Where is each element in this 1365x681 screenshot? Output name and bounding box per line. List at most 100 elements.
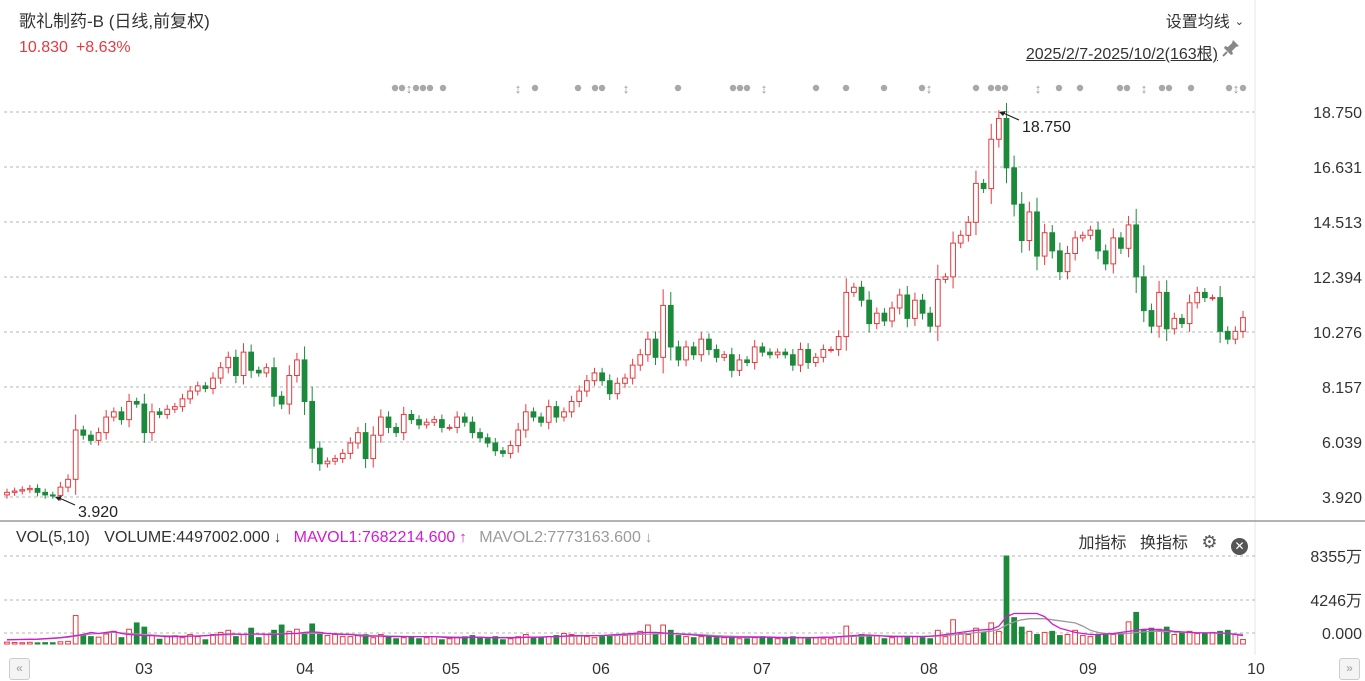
- candle[interactable]: [950, 231, 956, 289]
- volume-bar[interactable]: [1087, 636, 1094, 645]
- volume-bar[interactable]: [1163, 626, 1170, 645]
- volume-bar[interactable]: [767, 637, 773, 645]
- candle[interactable]: [1057, 242, 1063, 280]
- volume-bar[interactable]: [286, 630, 293, 645]
- candle[interactable]: [1171, 312, 1178, 335]
- candle[interactable]: [645, 332, 651, 362]
- candle[interactable]: [789, 349, 796, 371]
- candle[interactable]: [1102, 244, 1109, 271]
- candle[interactable]: [812, 352, 819, 367]
- volume-bar[interactable]: [751, 637, 758, 645]
- volume-bar[interactable]: [309, 623, 316, 645]
- event-marker[interactable]: ↕: [926, 81, 933, 96]
- volume-bar[interactable]: [1201, 632, 1208, 645]
- candle[interactable]: [767, 348, 773, 359]
- volume-bar[interactable]: [271, 629, 277, 645]
- volume-bar[interactable]: [332, 634, 338, 645]
- volume-bar[interactable]: [744, 638, 750, 645]
- volume-bar[interactable]: [57, 641, 64, 645]
- volume-bar[interactable]: [179, 637, 186, 645]
- event-marker[interactable]: [674, 84, 682, 92]
- switch-indicator-button[interactable]: 换指标: [1139, 535, 1188, 552]
- volume-bar[interactable]: [538, 637, 544, 645]
- candle[interactable]: [393, 423, 399, 438]
- volume-bar[interactable]: [507, 638, 514, 645]
- event-marker[interactable]: [972, 84, 980, 92]
- volume-bar[interactable]: [42, 642, 49, 645]
- candle[interactable]: [660, 289, 667, 374]
- candle[interactable]: [461, 412, 468, 427]
- candle[interactable]: [637, 349, 644, 371]
- volume-bar[interactable]: [355, 635, 361, 645]
- candle[interactable]: [1064, 245, 1071, 280]
- volume-bar[interactable]: [1026, 630, 1033, 645]
- candles[interactable]: [4, 103, 1246, 501]
- candle[interactable]: [1079, 231, 1086, 242]
- candle[interactable]: [294, 352, 300, 383]
- volume-bar[interactable]: [240, 634, 247, 645]
- volume-bar[interactable]: [995, 630, 1002, 645]
- volume-bar[interactable]: [1049, 630, 1056, 645]
- candle[interactable]: [126, 393, 132, 428]
- event-marker[interactable]: [1187, 84, 1195, 92]
- event-marker[interactable]: [918, 84, 926, 92]
- candle[interactable]: [759, 342, 766, 357]
- candle[interactable]: [469, 416, 476, 439]
- volume-bar[interactable]: [255, 637, 262, 645]
- candle[interactable]: [118, 406, 125, 425]
- volume-bar[interactable]: [126, 628, 132, 645]
- volume-bar[interactable]: [1232, 634, 1239, 645]
- event-marker[interactable]: [987, 84, 995, 92]
- volume-bar[interactable]: [965, 634, 972, 645]
- candle[interactable]: [95, 427, 102, 446]
- volume-bar[interactable]: [1003, 555, 1010, 645]
- candle[interactable]: [370, 426, 377, 468]
- candle[interactable]: [713, 344, 720, 363]
- candle[interactable]: [683, 340, 689, 367]
- event-marker[interactable]: [1165, 84, 1173, 92]
- volume-bar[interactable]: [110, 630, 117, 645]
- event-marker[interactable]: [1225, 84, 1233, 92]
- volume-bar[interactable]: [248, 627, 255, 645]
- candle[interactable]: [721, 350, 728, 362]
- candle[interactable]: [210, 372, 216, 395]
- candle[interactable]: [1224, 326, 1231, 345]
- candle[interactable]: [492, 437, 499, 456]
- candle[interactable]: [591, 367, 598, 386]
- volume-bar[interactable]: [477, 637, 483, 645]
- candle[interactable]: [271, 357, 277, 407]
- candle[interactable]: [1163, 280, 1170, 341]
- candle[interactable]: [934, 264, 941, 341]
- candle[interactable]: [1110, 228, 1117, 274]
- volume-bar[interactable]: [1110, 634, 1117, 645]
- candle[interactable]: [515, 423, 522, 453]
- candle[interactable]: [851, 282, 857, 297]
- event-markers[interactable]: ↕ ↕ ↕ ↕ ↕ ↕ ↕ ↕: [391, 81, 1247, 96]
- scroll-left-icon[interactable]: «: [9, 658, 30, 680]
- volume-bar[interactable]: [721, 637, 728, 645]
- volume-bar[interactable]: [454, 637, 461, 645]
- candle[interactable]: [820, 344, 827, 363]
- volume-bar[interactable]: [294, 628, 300, 645]
- candle[interactable]: [309, 386, 316, 463]
- vol-indicator-name[interactable]: VOL(5,10): [16, 529, 90, 546]
- volume-bar[interactable]: [957, 632, 964, 645]
- volume-bar[interactable]: [408, 636, 415, 645]
- volume-bar[interactable]: [515, 636, 522, 645]
- candle[interactable]: [1232, 326, 1239, 345]
- volume-bar[interactable]: [698, 636, 705, 645]
- candle[interactable]: [202, 382, 209, 393]
- volume-bar[interactable]: [873, 635, 880, 645]
- volume-bar[interactable]: [339, 636, 346, 645]
- candle[interactable]: [149, 403, 155, 441]
- volume-bar[interactable]: [423, 637, 430, 645]
- candle[interactable]: [698, 332, 705, 362]
- volume-bar[interactable]: [789, 636, 796, 645]
- event-marker[interactable]: [412, 84, 420, 92]
- volume-bar[interactable]: [1171, 634, 1178, 645]
- volume-bar[interactable]: [362, 634, 369, 645]
- candle[interactable]: [477, 428, 483, 443]
- event-marker[interactable]: [842, 84, 850, 92]
- volume-bar[interactable]: [316, 631, 323, 645]
- event-marker[interactable]: ↕: [1233, 81, 1240, 96]
